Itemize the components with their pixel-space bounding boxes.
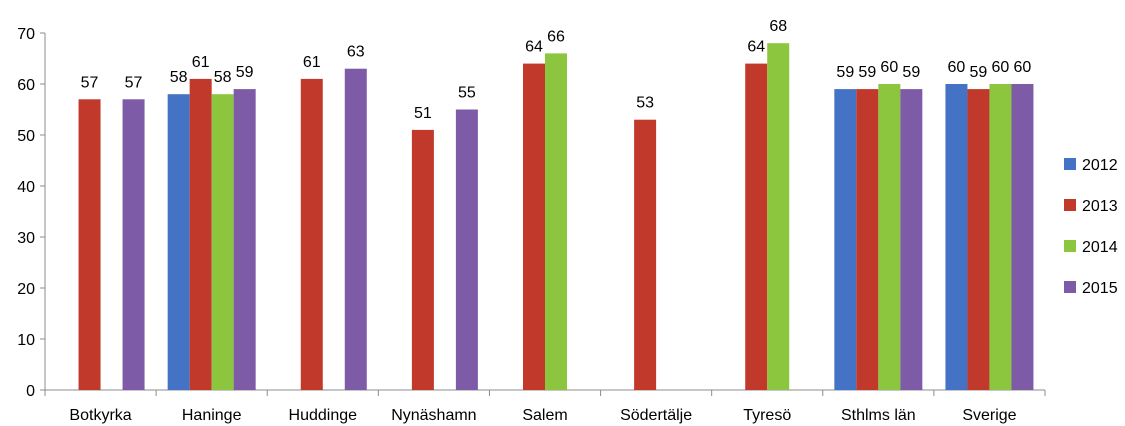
legend-label: 2015	[1082, 280, 1118, 297]
y-tick-label: 30	[17, 230, 35, 247]
x-tick-label: Nynäshamn	[391, 407, 476, 424]
x-tick-label: Sthlms län	[841, 407, 916, 424]
data-label: 60	[1014, 59, 1032, 76]
y-tick-label: 40	[17, 179, 35, 196]
y-axis: 0 10 20 30 40 50 60 70	[17, 26, 46, 400]
x-axis: Botkyrka Haninge Huddinge Nynäshamn Salem Söd…	[44, 389, 1046, 424]
bar-2015	[900, 89, 923, 390]
data-label: 51	[414, 105, 432, 122]
data-label: 64	[747, 39, 765, 56]
data-label: 61	[192, 54, 210, 71]
bar-2012	[834, 89, 857, 390]
data-label: 59	[236, 64, 254, 81]
x-tick-label: Haninge	[182, 407, 242, 424]
data-label: 66	[547, 28, 565, 45]
y-tick-label: 50	[17, 128, 35, 145]
bar-2013	[745, 63, 768, 390]
y-tick-label: 60	[17, 77, 35, 94]
bar-2012	[945, 84, 968, 390]
x-tick-label: Tyresö	[743, 407, 791, 424]
bar-2015	[344, 68, 367, 390]
legend-swatch-2012	[1064, 158, 1076, 170]
data-label: 64	[525, 39, 543, 56]
bar-2013	[856, 89, 879, 390]
data-label: 58	[170, 69, 188, 86]
bar-2013	[189, 78, 212, 391]
bar-2014	[878, 84, 901, 390]
data-label: 59	[858, 64, 876, 81]
x-tick-label: Södertälje	[620, 407, 692, 424]
data-label: 68	[769, 18, 787, 35]
y-tick-label: 10	[17, 332, 35, 349]
legend-swatch-2014	[1064, 240, 1076, 252]
y-tick-label: 20	[17, 281, 35, 298]
bar-2013	[634, 119, 657, 390]
legend-label: 2012	[1082, 157, 1118, 174]
legend: 2012 2013 2014 2015	[1064, 157, 1118, 297]
bar-2014	[767, 43, 790, 390]
data-label: 63	[347, 44, 365, 61]
legend-label: 2013	[1082, 198, 1118, 215]
bars	[78, 43, 1034, 391]
data-label: 60	[992, 59, 1010, 76]
y-tick-label: 70	[17, 26, 35, 43]
data-label: 61	[303, 54, 321, 71]
bar-2015	[455, 109, 478, 390]
x-tick-label: Huddinge	[289, 407, 358, 424]
y-tick-label: 0	[26, 383, 35, 400]
bar-2012	[167, 94, 190, 390]
data-label: 59	[902, 64, 920, 81]
bar-2015	[122, 99, 145, 391]
data-label: 59	[836, 64, 854, 81]
legend-swatch-2013	[1064, 199, 1076, 211]
x-tick-label: Sverige	[962, 407, 1016, 424]
x-tick-label: Botkyrka	[69, 407, 131, 424]
data-label: 55	[458, 85, 476, 102]
bar-2014	[989, 84, 1012, 390]
data-label: 60	[948, 59, 966, 76]
data-label: 58	[214, 69, 232, 86]
bar-2013	[523, 63, 545, 390]
x-tick-label: Salem	[522, 407, 567, 424]
data-label: 57	[125, 74, 143, 91]
data-label: 57	[81, 74, 99, 91]
bar-2014	[545, 53, 567, 391]
legend-swatch-2015	[1064, 281, 1076, 293]
bar-2014	[211, 94, 234, 390]
data-label: 59	[970, 64, 988, 81]
data-label: 53	[636, 95, 654, 112]
bar-2013	[411, 129, 434, 390]
bar-2013	[967, 89, 990, 390]
bar-2013	[78, 99, 101, 391]
bar-2013	[300, 78, 323, 391]
legend-label: 2014	[1082, 239, 1118, 256]
bar-2015	[233, 89, 256, 390]
data-label: 60	[880, 59, 898, 76]
bar-2015	[1011, 84, 1034, 390]
